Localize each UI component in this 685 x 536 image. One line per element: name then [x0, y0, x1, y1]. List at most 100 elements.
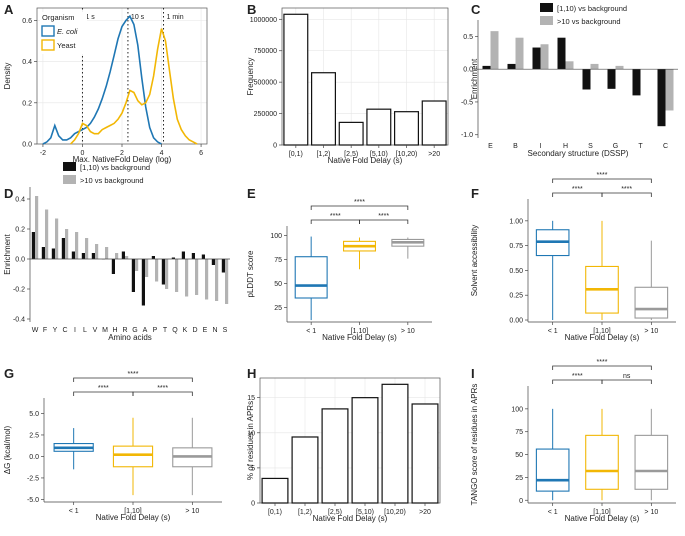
panel-d-bar: [35, 196, 39, 259]
panel-i-ylabel: TANGO score of residues in APRs: [470, 384, 479, 506]
panel-d-xtick-label: D: [192, 327, 197, 334]
panel-b-frame: [281, 7, 449, 146]
panel-d-ytick-label: 0.2: [15, 227, 25, 234]
panel-f-ytick-label: 1.00: [509, 218, 523, 225]
panel-h: H [0,1) [1,2) [2,5) [5,10) [10,20) >20 0 5 10 15 Na…: [246, 366, 441, 523]
panel-d-xtick-label: G: [132, 327, 137, 334]
panel-e-sig-bracket: [310, 219, 360, 224]
panel-h-xtick-label: [2,5): [328, 509, 342, 516]
panel-a-legend-label: E. coli: [57, 27, 78, 36]
panel-i-sig-label: ns: [623, 373, 631, 380]
panel-d-bar: [75, 232, 79, 259]
panel-d-bar: [195, 259, 199, 295]
panel-f-box: [634, 286, 669, 319]
panel-b-bar: [421, 100, 447, 146]
panel-h-frame: [259, 377, 441, 504]
panel-f-ytick-label: 0.75: [509, 243, 523, 250]
panel-b: B [0,1) [1,2) [2,5) [5,10) [10,20) >20 0 250000 5…: [246, 2, 449, 165]
panel-d-xtick-label: Q: [172, 327, 178, 334]
panel-d-xtick-label: E: [203, 327, 208, 334]
panel-a: A 1 s 10 s 1 min -2 0 2 4 6 0.0 0.2 0.4 0.6 Max. Nati…: [3, 2, 208, 164]
panel-d-xtick-label: P: [153, 327, 158, 334]
panel-f-letter: F: [471, 186, 479, 201]
panel-b-xtick-label: [5,10): [370, 151, 388, 158]
panel-c-ytick-label: -1.0: [461, 132, 473, 139]
panel-b-plot-area: [282, 8, 448, 145]
panel-g-sig-bracket: [73, 377, 193, 382]
panel-b-ylabel: Frequency: [246, 58, 255, 96]
panel-d-bar: [111, 259, 115, 274]
panel-e-sig-label: ****: [330, 213, 341, 220]
panel-d-bar: [95, 244, 99, 259]
panel-e-ytick-label: 75: [274, 257, 282, 264]
panel-a-ylabel: Density: [3, 63, 12, 90]
panel-c: C E B I H S G T C -1.0 -0.5 0.0 0.5 Secondary structu…: [461, 2, 678, 158]
panel-d-xtick-label: F: [43, 327, 47, 334]
panel-f-ytick-label: 0.50: [509, 268, 523, 275]
panel-d-bar: [171, 257, 175, 259]
panel-h-bar: [291, 436, 319, 504]
panel-e-ytick-label: 100: [270, 233, 282, 240]
panel-i-ytick-label: 25: [515, 475, 523, 482]
panel-g-ytick-label: 2.5: [29, 432, 39, 439]
panel-h-ytick-label: 5: [251, 465, 255, 472]
panel-d-xtick-label: A: [143, 327, 148, 334]
panel-d-bar: [91, 253, 95, 259]
panel-d-bar: [175, 259, 179, 292]
panel-h-plot-area: [260, 378, 440, 503]
panel-a-ytick-label: 0.0: [22, 142, 32, 149]
panel-b-bar: [283, 13, 309, 146]
panel-c-bar: [657, 69, 666, 127]
panel-b-xtick-label: [2,5): [344, 151, 358, 158]
panel-c-bar: [615, 65, 624, 70]
panel-g-sig-label: ****: [98, 385, 109, 392]
panel-d-bar: [121, 251, 125, 259]
panel-h-xtick-label: [5,10): [356, 509, 374, 516]
panel-d-bar: [65, 229, 69, 259]
panel-b-bar: [394, 111, 419, 146]
panel-e-ytick-label: 25: [274, 305, 282, 312]
panel-g-ylabel: ΔG (kcal/mol): [3, 425, 12, 474]
panel-d-bar: [185, 259, 189, 297]
panel-d-bar: [201, 254, 205, 259]
panel-d-bar: [81, 253, 85, 259]
panel-d-xtick-label: R: [122, 327, 127, 334]
panel-c-ytick-label: -0.5: [461, 99, 473, 106]
panel-b-ytick-label: 1000000: [250, 17, 277, 24]
panel-g-xtick-label: < 1: [69, 508, 79, 515]
panel-i-ytick-label: 100: [511, 406, 523, 413]
panel-b-xlabel: Native Fold Delay (s): [328, 156, 403, 165]
panel-f-sig-label: ****: [621, 186, 632, 193]
panel-g-sig-label: ****: [128, 371, 139, 378]
panel-e-xtick-label: < 1: [306, 328, 316, 335]
panel-e-xtick-label: > 10: [401, 328, 415, 335]
panel-d-legend-swatch: [63, 175, 76, 184]
panel-g-letter: G: [4, 366, 14, 381]
panel-d-xtick-label: K: [183, 327, 188, 334]
panel-h-bar: [351, 397, 379, 504]
panel-a-legend-swatch: [41, 39, 55, 51]
panel-f-ytick-label: 0.00: [509, 318, 523, 325]
panel-d-bar: [131, 259, 135, 292]
panel-d-bar: [55, 218, 59, 259]
panel-i: I < 1 [1,10] > 10 0 25 50 75 100 Native Fold Dela…: [470, 359, 676, 523]
panel-d-ytick-label: -0.2: [13, 287, 25, 294]
panel-g-ytick-label: -5.0: [27, 497, 39, 504]
panel-d-bar: [165, 259, 169, 289]
panel-e-sig-label: ****: [354, 199, 365, 206]
panel-a-vline-label: 1 s: [85, 14, 95, 21]
panel-b-ytick-label: 500000: [254, 80, 277, 87]
panel-b-bar: [366, 108, 392, 146]
panel-g: G < 1 [1,10] > 10 -5.0 -2.5 0.0 2.5 5.0 Native Fo…: [3, 366, 222, 522]
panel-b-ytick-label: 750000: [254, 48, 277, 55]
panel-a-legend-title: Organism: [42, 13, 75, 22]
panel-d-bar: [45, 209, 49, 259]
panel-a-xtick-label: -2: [40, 150, 46, 157]
panel-f-ytick-label: 0.25: [509, 293, 523, 300]
panel-h-ylabel: % of residues in APRs: [246, 401, 255, 480]
panel-d-bar: [225, 259, 229, 304]
panel-f-ylabel: Solvent accessibility: [470, 225, 479, 297]
panel-b-letter: B: [247, 2, 256, 17]
panel-a-series-line: [70, 28, 198, 145]
panel-d-legend-label: >10 vs background: [80, 176, 144, 185]
